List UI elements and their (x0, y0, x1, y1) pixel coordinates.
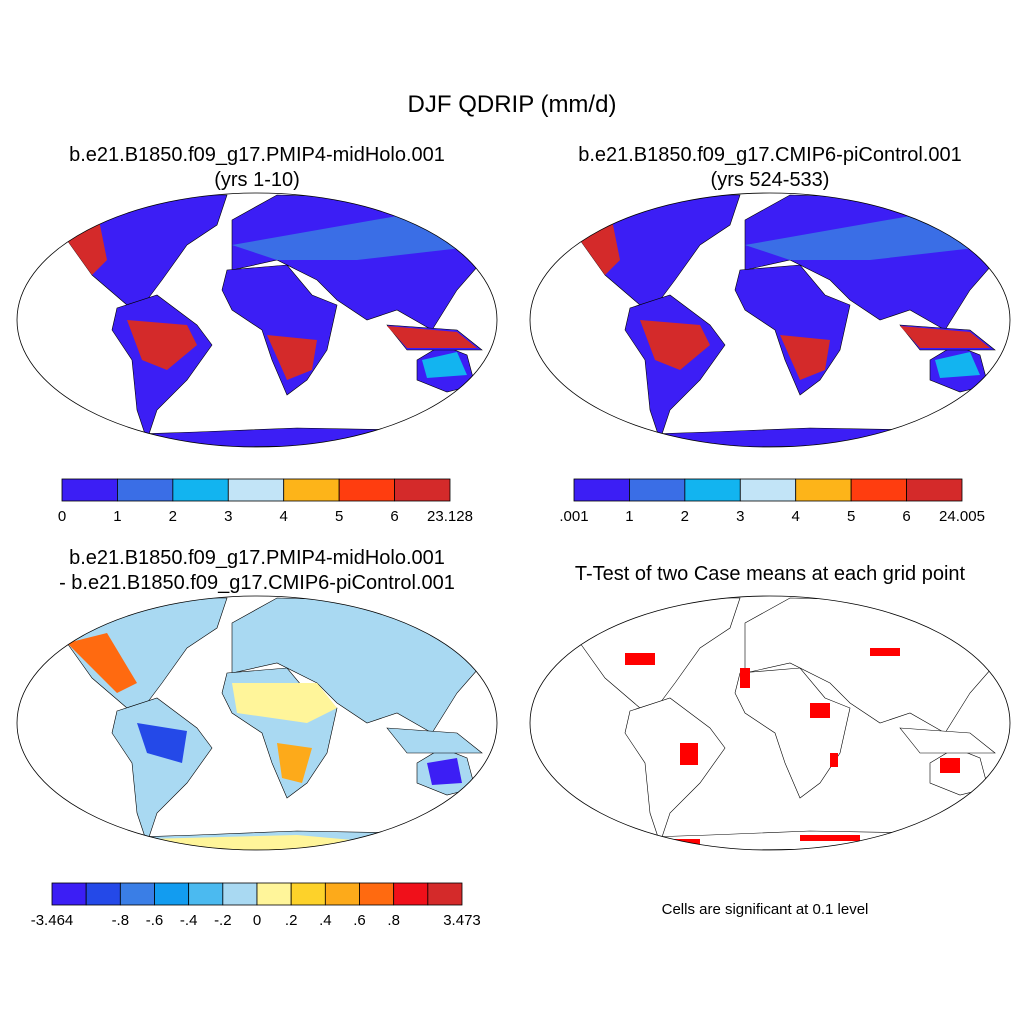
colorbar-label: 24.005 (939, 508, 985, 525)
colorbar-label: .001 (559, 508, 588, 525)
map (41, 194, 493, 447)
colorbar-label: 1 (113, 508, 121, 525)
colorbar-box (283, 478, 340, 502)
colorbar-box (338, 478, 395, 502)
colorbar-label: -.4 (180, 912, 198, 929)
map (554, 597, 1006, 850)
colorbar-box (324, 882, 360, 906)
map (554, 194, 1006, 447)
map-border (16, 595, 498, 851)
colorbar-label: 6 (902, 508, 910, 525)
colorbar-label: .6 (353, 912, 366, 929)
colorbar-box (795, 478, 852, 502)
panel-title: b.e21.B1850.f09_g17.CMIP6-piControl.001 (578, 144, 962, 166)
map-border (529, 192, 1011, 448)
figure-title: DJF QDRIP (mm/d) (408, 91, 617, 118)
colorbar-label: -3.464 (31, 912, 74, 929)
colorbar-box (290, 882, 326, 906)
colorbar-label: .8 (387, 912, 400, 929)
panel-title: T-Test of two Case means at each grid po… (575, 563, 966, 585)
colorbar-box (119, 882, 155, 906)
note: Cells are significant at 0.1 level (662, 901, 869, 918)
colorbar-label: 0 (58, 508, 66, 525)
colorbar-label: 4 (280, 508, 288, 525)
panel-subtitle: - b.e21.B1850.f09_g17.CMIP6-piControl.00… (59, 572, 455, 594)
colorbar-box (393, 882, 429, 906)
map-border (16, 192, 498, 448)
colorbar-box (629, 478, 686, 502)
map (41, 597, 493, 850)
colorbar-box (61, 478, 118, 502)
colorbar-label: -.8 (112, 912, 130, 929)
colorbar-box (739, 478, 797, 502)
colorbar-box (227, 478, 285, 502)
colorbar-label: 2 (169, 508, 177, 525)
colorbar-label: 3 (224, 508, 232, 525)
map-border (529, 595, 1011, 851)
colorbar-box (172, 478, 229, 502)
colorbar-label: 6 (390, 508, 398, 525)
colorbar-box (359, 882, 395, 906)
colorbar-label: 5 (847, 508, 855, 525)
panel-title: b.e21.B1850.f09_g17.PMIP4-midHolo.001 (69, 547, 445, 569)
colorbar-label: 23.128 (427, 508, 473, 525)
colorbar-box (222, 882, 258, 906)
colorbar-label: 3.473 (443, 912, 481, 929)
colorbar-label: 3 (736, 508, 744, 525)
colorbar-box (427, 882, 463, 906)
colorbar-label: -.2 (214, 912, 232, 929)
colorbar-label: .2 (285, 912, 298, 929)
colorbar-box (117, 478, 174, 502)
colorbar-box (906, 478, 963, 502)
colorbar-box (684, 478, 741, 502)
colorbar-label: 0 (253, 912, 261, 929)
colorbar-box (154, 882, 190, 906)
colorbar-label: 5 (335, 508, 343, 525)
colorbar-box (573, 478, 630, 502)
panel-title: b.e21.B1850.f09_g17.PMIP4-midHolo.001 (69, 144, 445, 166)
colorbar-box (85, 882, 121, 906)
panel-subtitle: (yrs 524-533) (711, 169, 830, 191)
colorbar-label: 2 (681, 508, 689, 525)
colorbar-box (188, 882, 224, 906)
colorbar-label: -.6 (146, 912, 164, 929)
colorbar-label: 4 (792, 508, 800, 525)
colorbar-box (394, 478, 451, 502)
colorbar-box (256, 882, 292, 906)
colorbar-label: 1 (625, 508, 633, 525)
panel-subtitle: (yrs 1-10) (214, 169, 300, 191)
colorbar-box (850, 478, 907, 502)
colorbar-label: .4 (319, 912, 332, 929)
colorbar-box (51, 882, 87, 906)
